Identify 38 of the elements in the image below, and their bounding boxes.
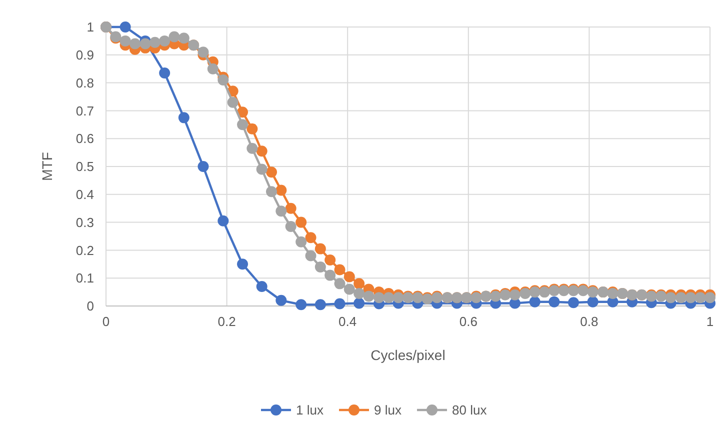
y-tick-label: 0.2 xyxy=(76,242,94,258)
point xyxy=(276,294,287,306)
y-tick-label: 0.7 xyxy=(76,103,94,118)
y-tick-label: 0.6 xyxy=(76,131,94,146)
x-tick-label: 0 xyxy=(102,314,110,329)
point xyxy=(314,299,326,310)
x-tick-label: 0.2 xyxy=(218,314,236,329)
point xyxy=(256,280,268,292)
point xyxy=(568,297,579,308)
x-tick-label: 1 xyxy=(706,314,714,329)
point xyxy=(237,258,248,270)
y-tick-label: 0.1 xyxy=(76,270,94,286)
x-tick-label: 0.8 xyxy=(580,314,598,329)
point xyxy=(529,296,540,308)
x-tick-label: 0.4 xyxy=(338,314,357,329)
point xyxy=(296,299,307,310)
legend-label: 1 lux xyxy=(296,402,324,418)
y-tick-label: 0.3 xyxy=(76,214,94,230)
y-tick-label: 0 xyxy=(86,298,94,314)
legend-label: 9 lux xyxy=(374,402,402,418)
y-tick-label: 0.8 xyxy=(76,75,94,90)
point xyxy=(159,68,170,79)
x-tick-label: 0.6 xyxy=(459,314,478,329)
point xyxy=(178,112,190,124)
y-tick-label: 1 xyxy=(86,20,94,35)
point xyxy=(120,22,131,32)
point xyxy=(587,296,598,308)
y-tick-label: 0.9 xyxy=(76,47,94,62)
point xyxy=(548,296,560,308)
point xyxy=(354,298,365,309)
x-axis-title: Cycles/pixel xyxy=(370,347,446,363)
y-tick-label: 0.5 xyxy=(76,159,94,174)
point xyxy=(198,161,209,172)
y-axis-title: MTF xyxy=(39,152,55,181)
y-tick-label: 0.4 xyxy=(76,186,94,202)
point xyxy=(334,298,346,310)
point xyxy=(218,215,229,226)
legend-label: 80 lux xyxy=(452,402,488,418)
